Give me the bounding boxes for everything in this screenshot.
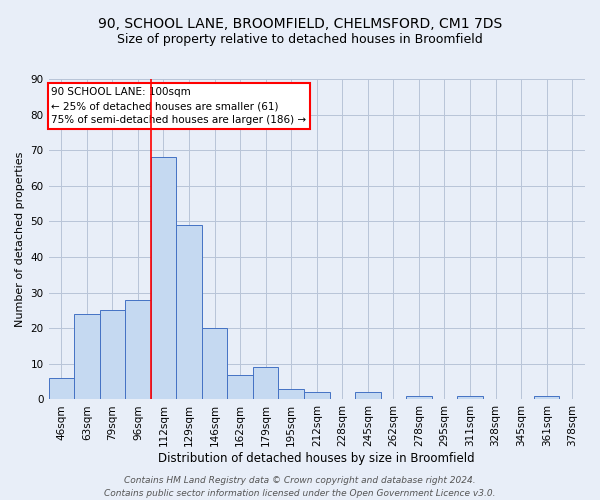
Bar [100, 310, 125, 400]
Text: 90, SCHOOL LANE, BROOMFIELD, CHELMSFORD, CM1 7DS: 90, SCHOOL LANE, BROOMFIELD, CHELMSFORD,… [98, 18, 502, 32]
Bar [534, 396, 559, 400]
Bar [49, 378, 74, 400]
Bar [278, 389, 304, 400]
Bar [202, 328, 227, 400]
Text: Contains HM Land Registry data © Crown copyright and database right 2024.
Contai: Contains HM Land Registry data © Crown c… [104, 476, 496, 498]
Bar [74, 314, 100, 400]
Bar [355, 392, 380, 400]
Bar [304, 392, 329, 400]
Bar [253, 368, 278, 400]
Bar [406, 396, 432, 400]
Text: Size of property relative to detached houses in Broomfield: Size of property relative to detached ho… [117, 32, 483, 46]
Bar [457, 396, 483, 400]
Bar [125, 300, 151, 400]
X-axis label: Distribution of detached houses by size in Broomfield: Distribution of detached houses by size … [158, 452, 475, 465]
Text: 90 SCHOOL LANE: 100sqm
← 25% of detached houses are smaller (61)
75% of semi-det: 90 SCHOOL LANE: 100sqm ← 25% of detached… [51, 87, 307, 125]
Y-axis label: Number of detached properties: Number of detached properties [15, 152, 25, 327]
Bar [176, 225, 202, 400]
Bar [227, 374, 253, 400]
Bar [151, 158, 176, 400]
